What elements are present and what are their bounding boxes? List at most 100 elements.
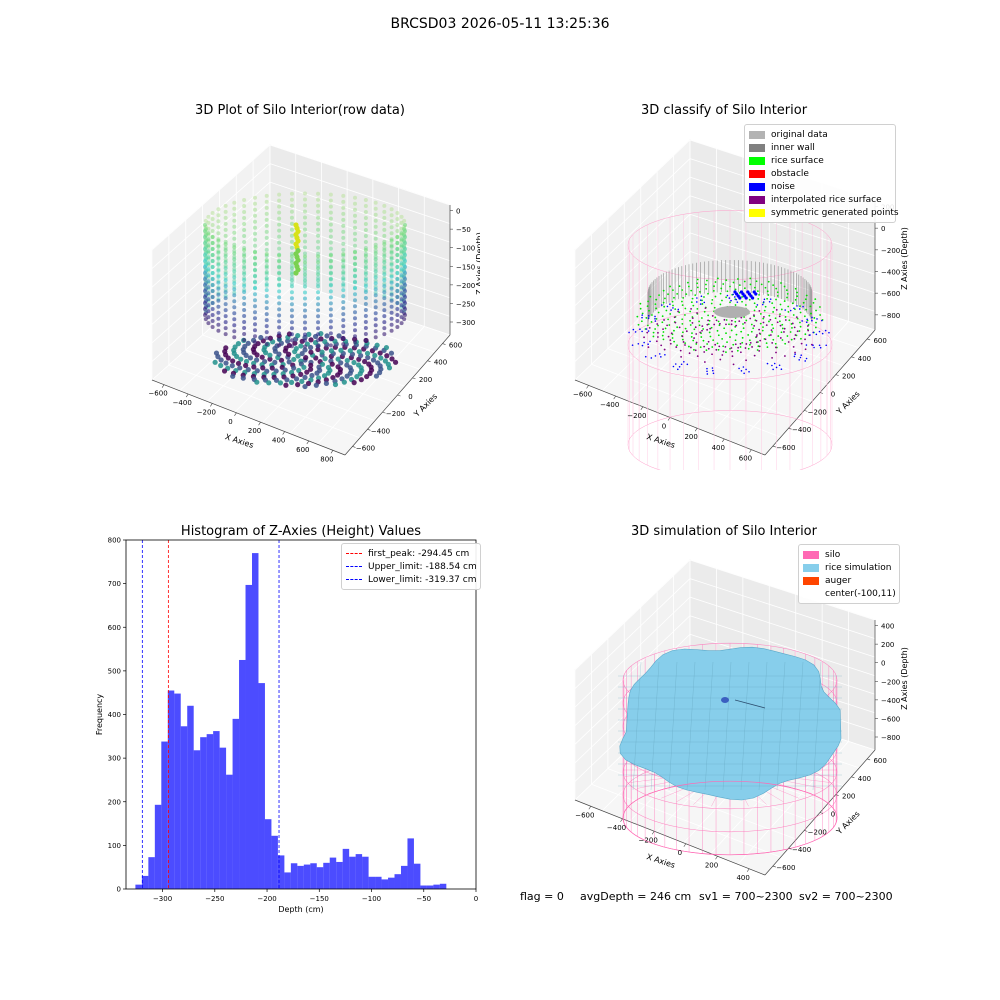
raw-point — [303, 266, 307, 271]
raw-point — [277, 265, 282, 270]
raw-point — [363, 222, 368, 227]
raw-point — [273, 377, 280, 383]
raw-point — [232, 206, 237, 211]
noise-point — [772, 368, 774, 371]
rice-surface-point — [673, 329, 675, 332]
grid-line — [689, 269, 876, 331]
grid-line — [737, 741, 849, 865]
z-tick-label: 400 — [881, 623, 894, 631]
interpolated-point — [691, 322, 694, 324]
raw-point — [247, 355, 254, 361]
raw-point — [328, 277, 333, 282]
figure-title: BRCSD03 2026-05-11 13:25:36 — [390, 16, 610, 32]
raw-point — [242, 240, 247, 245]
rice-surface-point — [693, 348, 695, 351]
rice-surface-point — [787, 305, 790, 308]
rice-surface-point — [805, 294, 808, 297]
interpolated-point — [703, 361, 706, 363]
interpolated-point — [771, 342, 774, 344]
raw-point — [253, 316, 257, 321]
raw-point — [216, 213, 221, 218]
y-tick-label: 800 — [108, 537, 121, 545]
rice-surface-point — [819, 314, 822, 316]
raw-point — [328, 246, 333, 251]
raw-point — [264, 199, 269, 204]
histogram-bar — [252, 553, 259, 889]
interpolated-point — [735, 324, 738, 327]
rice-surface-point — [743, 316, 746, 318]
rice-surface-point — [749, 283, 752, 286]
raw-point — [389, 268, 394, 273]
noise-point — [800, 354, 803, 356]
raw-point — [328, 216, 333, 221]
z-tick-label: −400 — [881, 269, 900, 277]
raw-point — [289, 332, 294, 337]
raw-point — [389, 213, 394, 218]
raw-point — [382, 320, 387, 325]
grid-line — [574, 139, 691, 251]
raw-point — [223, 326, 228, 331]
raw-point — [341, 330, 346, 335]
raw-point — [328, 259, 333, 264]
simulation-panel-title: 3D simulation of Silo Interior — [631, 524, 817, 539]
raw-point — [253, 213, 257, 218]
rice-surface-point — [698, 324, 701, 327]
interpolated-point — [675, 346, 678, 348]
interpolated-point — [793, 326, 796, 329]
raw-point — [230, 358, 236, 364]
noise-point — [728, 297, 731, 299]
raw-point — [395, 216, 400, 221]
rice-surface-point — [812, 301, 815, 304]
raw-point — [328, 234, 333, 239]
raw-point — [395, 271, 400, 276]
raw-point — [210, 210, 215, 215]
rice-surface-point — [745, 319, 748, 322]
raw-point — [210, 235, 215, 240]
raw-point — [321, 373, 328, 379]
interpolated-point — [749, 341, 752, 344]
histogram-bar — [316, 867, 324, 889]
interpolated-point — [769, 318, 772, 321]
raw-point — [264, 312, 269, 317]
raw-point — [382, 233, 387, 238]
raw-point — [216, 250, 221, 255]
interpolated-point — [721, 354, 724, 356]
interpolated-point — [656, 323, 659, 325]
rice-surface-point — [682, 296, 685, 299]
raw-point — [210, 301, 215, 306]
raw-point — [395, 241, 400, 246]
rice-surface-point — [747, 334, 750, 336]
interpolated-point — [762, 321, 765, 324]
raw-point — [389, 316, 394, 321]
z-tick-label: 0 — [881, 225, 885, 233]
raw-point — [316, 320, 321, 325]
raw-point — [303, 191, 307, 196]
rice-surface-point — [687, 285, 690, 288]
raw-point — [210, 307, 215, 312]
raw-point — [363, 210, 368, 215]
raw-point — [264, 241, 269, 246]
raw-point — [382, 284, 387, 289]
raw-point — [213, 350, 220, 356]
noise-point — [706, 373, 709, 375]
raw-point — [210, 289, 215, 294]
rice-surface-point — [684, 327, 687, 330]
mesh-line — [668, 661, 678, 791]
raw-point — [251, 360, 257, 366]
x-tick-mark — [306, 440, 310, 445]
raw-point — [286, 359, 292, 365]
raw-point — [277, 210, 282, 215]
rice-surface-point — [674, 308, 677, 311]
noise-point — [696, 297, 698, 299]
rice-surface-point — [814, 326, 817, 329]
rice-surface-point — [771, 302, 774, 305]
raw-point — [341, 318, 346, 323]
raw-point — [289, 326, 294, 331]
raw-point — [357, 371, 363, 377]
raw-point — [232, 218, 237, 223]
grid-line — [168, 364, 361, 439]
z-axis-label: Z Axies (Depth) — [900, 227, 909, 290]
noise-point — [812, 331, 815, 334]
rice-surface-point — [669, 285, 671, 288]
y-axis-label: Y Axies — [412, 392, 440, 420]
